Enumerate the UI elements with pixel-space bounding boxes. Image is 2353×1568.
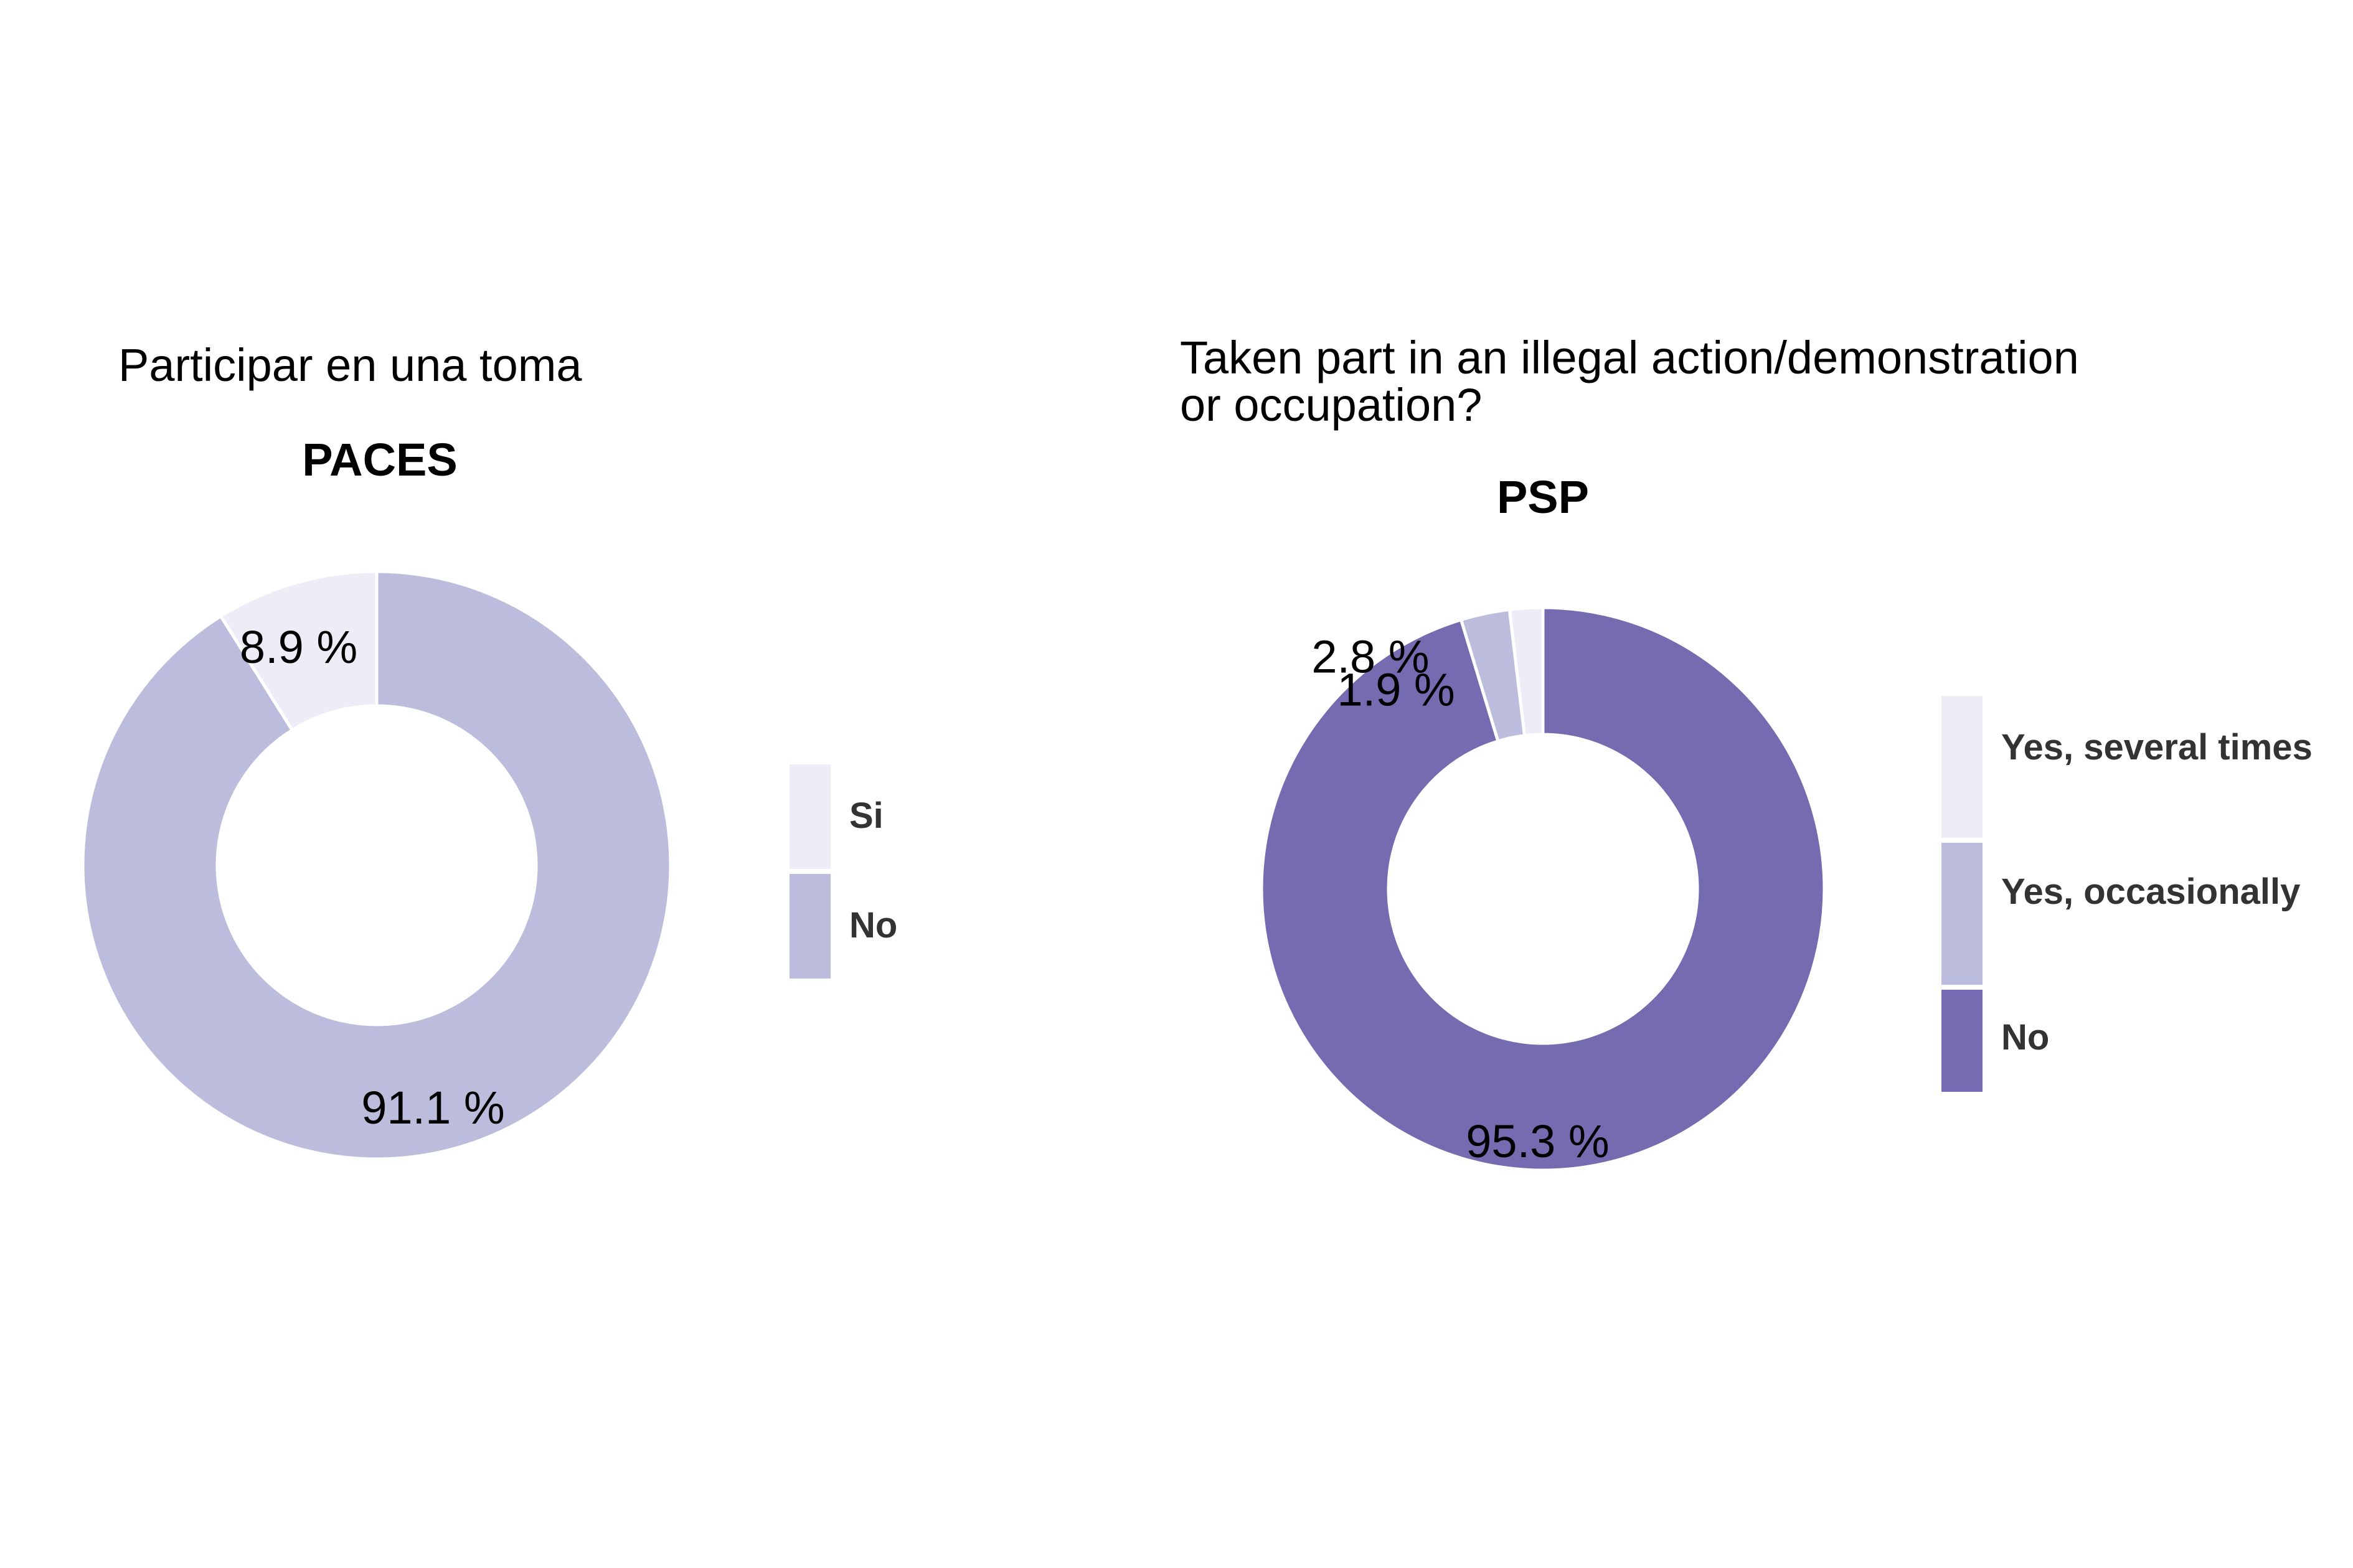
legend-label-si: Si <box>849 796 884 836</box>
slice-labels-paces: 8.9 % 91.1 % <box>240 621 505 1134</box>
legend-swatch-si <box>790 764 831 869</box>
legend-label-no: No <box>2001 1017 2049 1058</box>
slice-no <box>81 570 672 1161</box>
legend-label-no: No <box>849 905 897 946</box>
legend-psp: Yes, several times Yes, occasionally No <box>1941 696 2313 1092</box>
slice-label-no: 91.1 % <box>361 1082 504 1134</box>
slice-label-si: 8.9 % <box>240 621 357 673</box>
chart-paces: Participar en una toma PACES 8.9 % 91.1 %… <box>81 339 897 1161</box>
legend-swatch-no <box>1941 990 1983 1092</box>
slice-label-no: 95.3 % <box>1466 1115 1609 1167</box>
question-psp-line-2: or occupation? <box>1180 379 1482 431</box>
legend-paces: Si No <box>790 764 897 979</box>
chart-title-psp: PSP <box>1497 471 1589 523</box>
donut-paces <box>81 570 672 1161</box>
donut-psp <box>1260 606 1826 1172</box>
legend-swatch-yes-several <box>1941 696 1983 838</box>
question-psp-line-1: Taken part in an illegal action/demonstr… <box>1180 332 2079 383</box>
slice-labels-psp: 1.9 %2.8 % 95.3 % <box>1311 631 1609 1167</box>
slice-label-yes-occasionally: 2.8 % <box>1311 631 1429 682</box>
chart-title-paces: PACES <box>302 434 457 486</box>
legend-swatch-no <box>790 874 831 979</box>
question-paces: Participar en una toma <box>118 339 582 391</box>
slice-no <box>1260 606 1826 1172</box>
slice-label-yes-several-times: 1.9 % <box>1337 664 1455 716</box>
chart-psp: Taken part in an illegal action/demonstr… <box>1180 332 2313 1172</box>
legend-swatch-yes-occasionally <box>1941 843 1983 985</box>
legend-label-yes-several: Yes, several times <box>2001 727 2313 768</box>
legend-label-yes-occasionally: Yes, occasionally <box>2001 871 2300 912</box>
